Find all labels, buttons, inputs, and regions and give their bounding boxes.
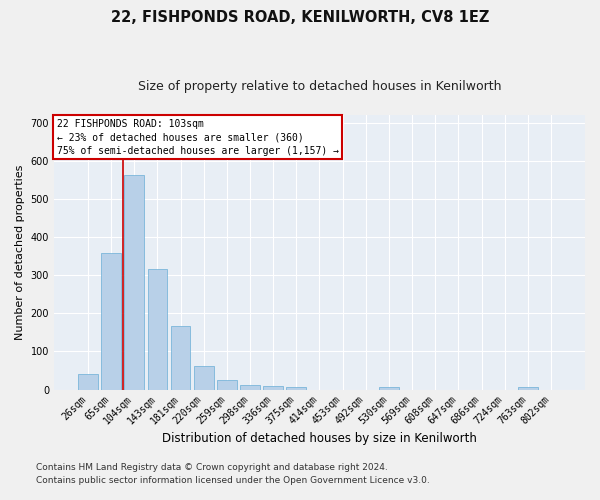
Text: Contains public sector information licensed under the Open Government Licence v3: Contains public sector information licen… [36, 476, 430, 485]
Bar [124, 176, 144, 390]
Text: 22, FISHPONDS ROAD, KENILWORTH, CV8 1EZ: 22, FISHPONDS ROAD, KENILWORTH, CV8 1EZ [111, 10, 489, 25]
Bar [78, 374, 98, 390]
Y-axis label: Number of detached properties: Number of detached properties [15, 164, 25, 340]
Bar [148, 268, 167, 390]
Text: Contains HM Land Registry data © Crown copyright and database right 2024.: Contains HM Land Registry data © Crown c… [36, 464, 388, 472]
Bar [518, 387, 538, 390]
X-axis label: Distribution of detached houses by size in Kenilworth: Distribution of detached houses by size … [162, 432, 477, 445]
Title: Size of property relative to detached houses in Kenilworth: Size of property relative to detached ho… [138, 80, 501, 93]
Bar [263, 386, 283, 390]
Bar [240, 385, 260, 390]
Bar [170, 326, 190, 390]
Bar [286, 387, 306, 390]
Bar [379, 388, 399, 390]
Bar [194, 366, 214, 390]
Text: 22 FISHPONDS ROAD: 103sqm
← 23% of detached houses are smaller (360)
75% of semi: 22 FISHPONDS ROAD: 103sqm ← 23% of detac… [56, 119, 338, 156]
Bar [101, 254, 121, 390]
Bar [217, 380, 236, 390]
